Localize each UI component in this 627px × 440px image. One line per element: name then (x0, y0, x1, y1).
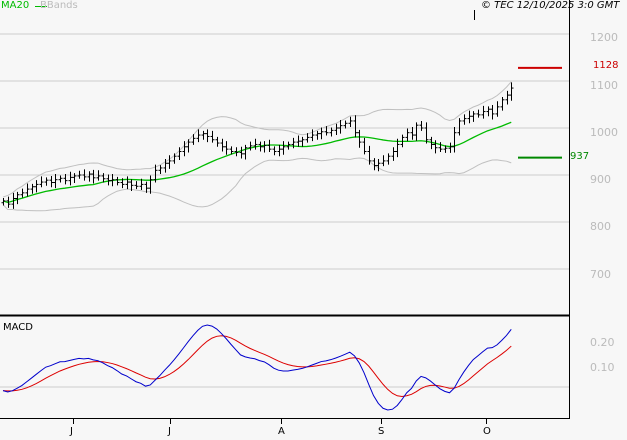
ma20-line (2, 121, 512, 204)
x-tick-sep: S (378, 426, 385, 437)
bband-lower (2, 157, 512, 212)
level-label-low: 937 (570, 151, 590, 162)
bband-upper (2, 81, 512, 198)
legend-bbands: BBands (40, 0, 78, 11)
y-tick-1200: 1200 (590, 31, 618, 44)
y-tick-900: 900 (590, 173, 611, 186)
y-tick-700: 700 (590, 268, 611, 281)
level-label-high: 1128 (593, 60, 619, 71)
legend-ma20: MA20 (1, 0, 30, 11)
copyright: © TEC 12/10/2025 3:0 GMT (481, 0, 620, 11)
macd-signal-line (2, 335, 512, 398)
legend-ma20-swatch (35, 6, 47, 7)
x-tick-jun: J (70, 426, 73, 437)
macd-tick-020: 0.20 (590, 336, 615, 349)
y-tick-1100: 1100 (590, 79, 618, 92)
macd-title: MACD (3, 322, 33, 333)
x-tick-jul: J (168, 426, 171, 437)
x-tick-oct: O (483, 426, 491, 437)
macd-line (2, 324, 512, 411)
y-tick-800: 800 (590, 220, 611, 233)
y-tick-1000: 1000 (590, 126, 618, 139)
macd-tick-010: 0.10 (590, 361, 615, 374)
x-tick-aug: A (278, 426, 285, 437)
